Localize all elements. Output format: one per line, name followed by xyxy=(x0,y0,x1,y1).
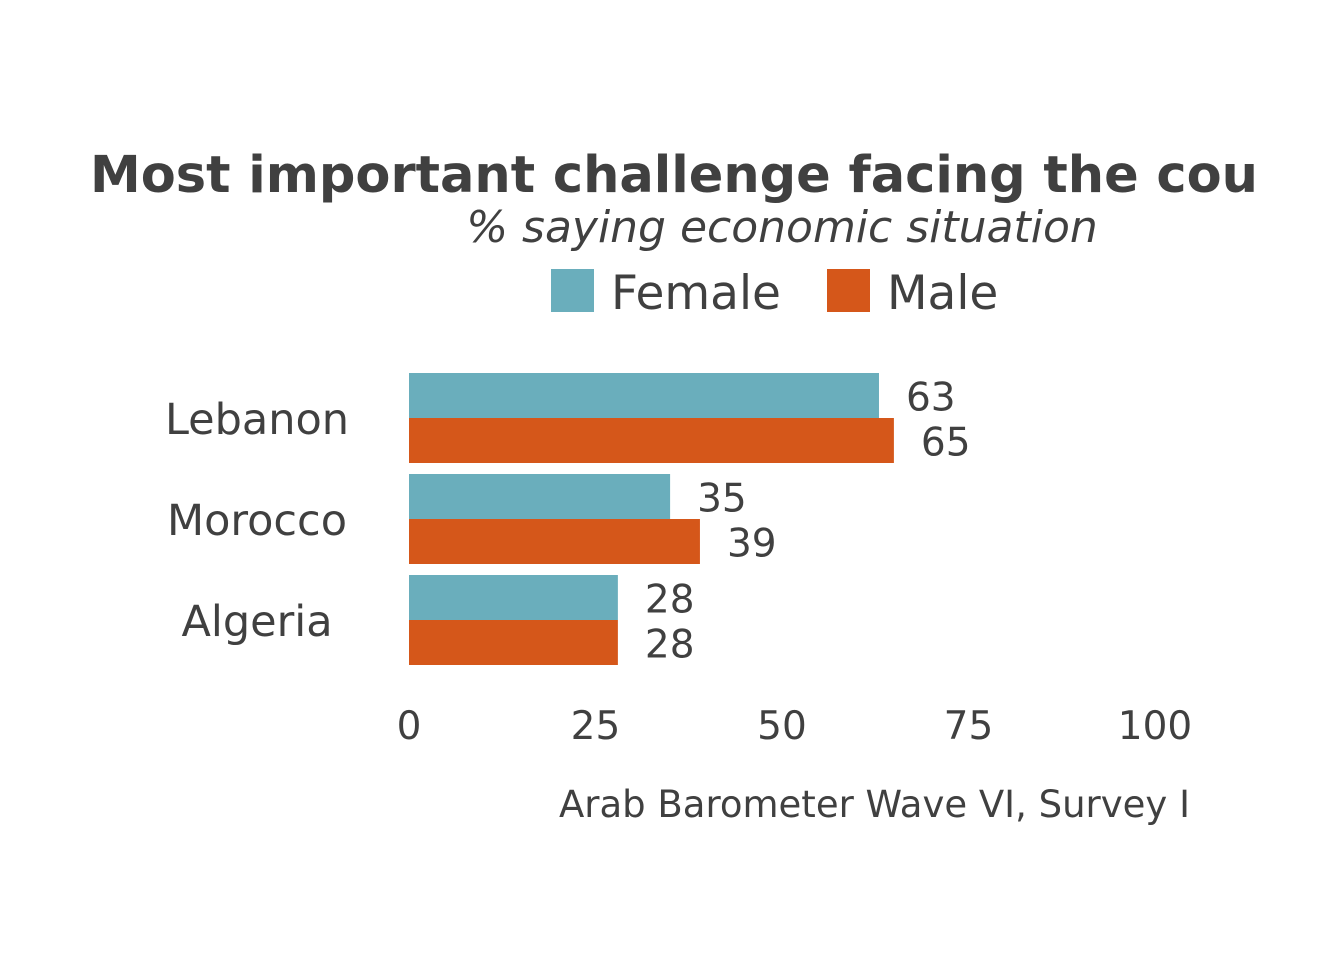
x-tick-label: 50 xyxy=(757,704,807,749)
bar-female xyxy=(409,575,618,620)
data-label: 28 xyxy=(645,623,695,668)
chart-caption: Arab Barometer Wave VI, Survey I xyxy=(559,783,1190,826)
category-label: Lebanon xyxy=(165,395,349,445)
data-label: 35 xyxy=(697,477,747,522)
x-tick-label: 25 xyxy=(571,704,621,749)
bar-female xyxy=(409,474,671,519)
chart-subtitle: % saying economic situation xyxy=(466,202,1098,253)
legend-swatch-male xyxy=(827,269,870,312)
x-tick-label: 75 xyxy=(944,704,994,749)
data-label: 39 xyxy=(727,522,777,567)
x-tick-label: 0 xyxy=(397,704,422,749)
data-label: 65 xyxy=(921,421,971,466)
x-tick-label: 100 xyxy=(1118,704,1192,749)
legend-label-female: Female xyxy=(611,266,781,321)
bar-male xyxy=(409,418,894,463)
legend-label-male: Male xyxy=(887,266,998,321)
legend: Female Male xyxy=(551,266,998,321)
category-label: Algeria xyxy=(181,597,332,647)
legend-swatch-female xyxy=(551,269,594,312)
data-label: 28 xyxy=(645,578,695,623)
chart-title: Most important challenge facing the cou xyxy=(90,146,1258,205)
bar-male xyxy=(409,519,700,564)
data-label: 63 xyxy=(906,376,956,421)
category-label: Morocco xyxy=(167,496,347,546)
bar-female xyxy=(409,373,879,418)
bar-male xyxy=(409,620,618,665)
